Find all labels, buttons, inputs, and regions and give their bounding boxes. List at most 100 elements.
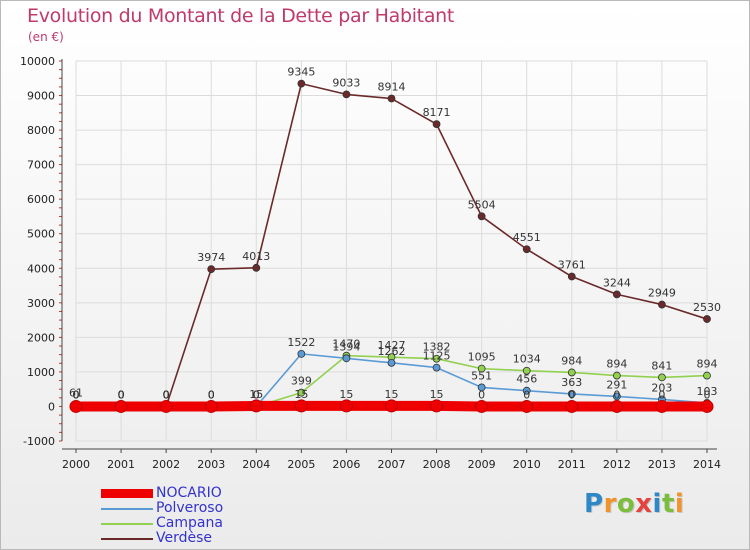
data-label-polveroso: 0 bbox=[118, 388, 125, 401]
data-label-nocario: 0 bbox=[73, 388, 80, 401]
data-point-polveroso bbox=[387, 358, 396, 367]
data-point-campana bbox=[297, 388, 306, 397]
data-point-nocario bbox=[520, 399, 534, 413]
y-tick-label: 1000 bbox=[27, 366, 55, 379]
data-point-nocario bbox=[385, 399, 398, 413]
data-point-verdese bbox=[658, 300, 666, 309]
x-tick-label: 2007 bbox=[378, 458, 406, 471]
logo-letter: t bbox=[661, 489, 675, 519]
data-label-verdese: 3974 bbox=[197, 251, 225, 264]
data-label-polveroso: 103 bbox=[697, 385, 718, 398]
data-label-nocario: 0 bbox=[523, 388, 530, 401]
data-point-nocario bbox=[69, 399, 83, 413]
data-point-verdese bbox=[522, 245, 531, 254]
data-label-campana: 1382 bbox=[423, 341, 451, 354]
data-point-campana bbox=[658, 373, 666, 382]
legend-label-polveroso: Polveroso bbox=[156, 500, 224, 516]
y-tick-label: 6000 bbox=[27, 193, 55, 206]
logo-letter: o bbox=[616, 489, 636, 519]
chart-subtitle: (en €) bbox=[28, 30, 64, 44]
legend-swatch-verdese bbox=[101, 538, 153, 540]
legend-item-nocario: NOCARIO bbox=[101, 485, 301, 501]
legend-label-verdese: Verdèse bbox=[156, 530, 213, 546]
data-label-campana: 1095 bbox=[468, 351, 496, 364]
data-point-polveroso bbox=[477, 383, 486, 392]
legend-item-polveroso: Polveroso bbox=[101, 500, 301, 516]
x-tick-label: 2003 bbox=[197, 458, 225, 471]
y-tick-label: 5000 bbox=[27, 228, 55, 241]
data-point-verdese bbox=[342, 90, 351, 99]
data-label-nocario: 15 bbox=[339, 388, 353, 401]
data-label-polveroso: 61 bbox=[69, 386, 83, 399]
x-tick-label: 2014 bbox=[693, 458, 721, 471]
data-point-verdese bbox=[432, 120, 441, 129]
data-label-nocario: 0 bbox=[208, 388, 215, 401]
data-point-polveroso bbox=[297, 349, 306, 358]
legend-swatch-nocario bbox=[101, 489, 153, 498]
logo-letter: i bbox=[674, 489, 685, 519]
x-tick-label: 2010 bbox=[513, 458, 541, 471]
data-label-polveroso: 1125 bbox=[423, 350, 451, 363]
data-label-polveroso: 551 bbox=[471, 369, 492, 382]
data-label-nocario: 0 bbox=[118, 388, 125, 401]
data-label-polveroso: 203 bbox=[651, 381, 672, 394]
data-label-verdese: 4551 bbox=[513, 231, 541, 244]
legend-item-verdese: Verdèse bbox=[101, 530, 301, 546]
data-label-nocario: 15 bbox=[294, 388, 308, 401]
data-label-campana: 1034 bbox=[513, 353, 541, 366]
legend-label-campana: Campana bbox=[156, 515, 223, 531]
x-tick-label: 2011 bbox=[558, 458, 586, 471]
data-label-polveroso: 1522 bbox=[287, 336, 315, 349]
logo-letter: r bbox=[603, 489, 617, 519]
data-label-nocario: 0 bbox=[478, 388, 485, 401]
data-point-campana bbox=[477, 364, 486, 373]
data-label-verdese: 9345 bbox=[287, 66, 315, 79]
data-label-verdese: 3761 bbox=[558, 259, 586, 272]
y-tick-label: -1000 bbox=[23, 435, 55, 448]
data-label-campana: 894 bbox=[606, 358, 627, 371]
y-tick-label: 4000 bbox=[27, 262, 55, 275]
data-label-nocario: 15 bbox=[249, 388, 263, 401]
data-label-nocario: 0 bbox=[658, 388, 665, 401]
x-tick-label: 2009 bbox=[468, 458, 496, 471]
data-point-nocario bbox=[339, 399, 353, 413]
x-tick-label: 2000 bbox=[62, 458, 90, 471]
data-point-verdese bbox=[387, 94, 396, 103]
data-label-campana: 1470 bbox=[332, 338, 360, 351]
data-label-polveroso: 1394 bbox=[332, 340, 360, 353]
data-label-verdese: 4013 bbox=[242, 250, 270, 263]
data-point-nocario bbox=[204, 399, 218, 413]
data-label-campana: 841 bbox=[651, 359, 672, 372]
x-tick-label: 2005 bbox=[287, 458, 315, 471]
data-label-campana: 1427 bbox=[378, 339, 406, 352]
data-label-nocario: 0 bbox=[613, 388, 620, 401]
y-tick-label: 7000 bbox=[27, 159, 55, 172]
data-point-nocario bbox=[565, 399, 579, 413]
data-label-polveroso: 0 bbox=[253, 388, 260, 401]
data-point-campana bbox=[522, 366, 531, 375]
data-label-campana: 0 bbox=[73, 388, 80, 401]
y-tick-label: 9000 bbox=[27, 90, 55, 103]
data-label-verdese: 0 bbox=[73, 388, 80, 401]
data-label-verdese: 8914 bbox=[378, 81, 406, 94]
data-point-verdese bbox=[612, 290, 621, 299]
data-point-polveroso bbox=[432, 363, 441, 372]
logo-letter: i bbox=[652, 489, 662, 519]
logo-letter: x bbox=[635, 489, 653, 519]
data-label-verdese: 2530 bbox=[693, 301, 721, 314]
x-tick-label: 2002 bbox=[152, 458, 180, 471]
data-label-verdese: 8171 bbox=[423, 106, 451, 119]
data-label-polveroso: 291 bbox=[606, 378, 627, 391]
legend-swatch-campana bbox=[101, 523, 153, 525]
data-label-polveroso: 1262 bbox=[378, 345, 406, 358]
data-label-verdese: 0 bbox=[163, 388, 170, 401]
data-point-nocario bbox=[430, 399, 444, 413]
data-label-campana: 894 bbox=[697, 358, 718, 371]
data-point-verdese bbox=[252, 263, 261, 272]
x-tick-label: 2012 bbox=[603, 458, 631, 471]
proxiti-logo[interactable]: Proxiti bbox=[584, 489, 684, 519]
data-point-campana bbox=[703, 371, 711, 380]
data-point-polveroso bbox=[567, 390, 576, 398]
